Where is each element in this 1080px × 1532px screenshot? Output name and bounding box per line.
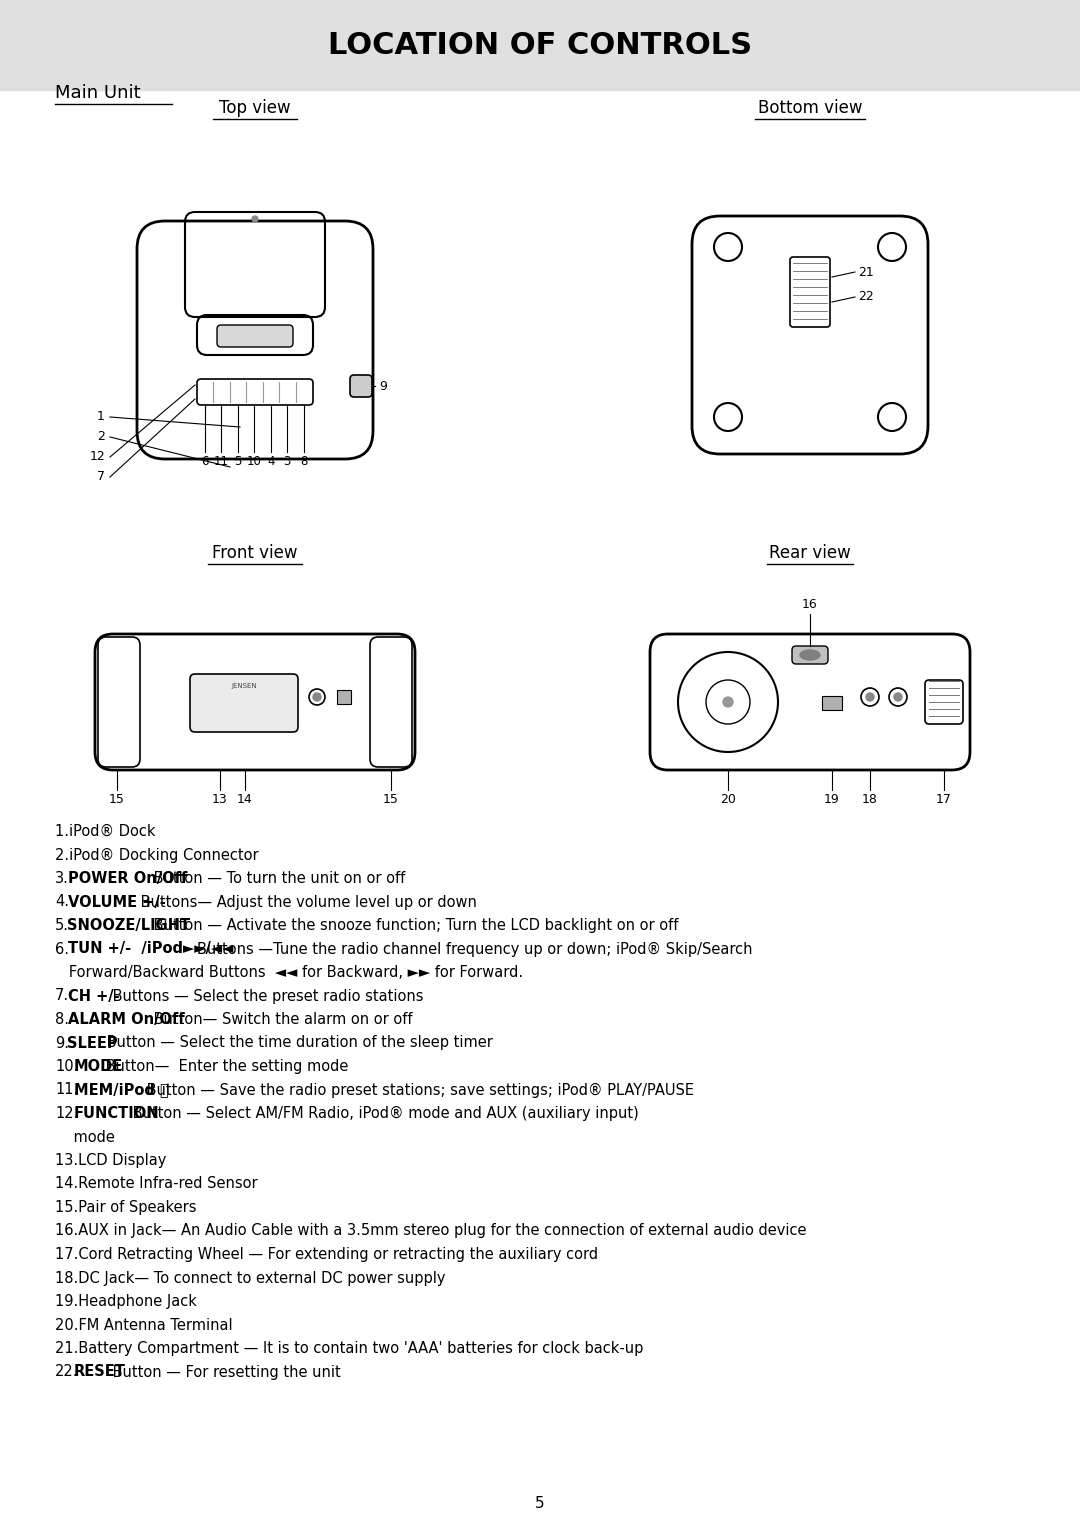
Text: LOCATION OF CONTROLS: LOCATION OF CONTROLS [328, 31, 752, 60]
Text: 22.: 22. [55, 1365, 79, 1379]
Text: Buttons— Adjust the volume level up or down: Buttons— Adjust the volume level up or d… [135, 895, 476, 910]
Text: 21.Battery Compartment — It is to contain two 'AAA' batteries for clock back-up: 21.Battery Compartment — It is to contai… [55, 1340, 644, 1356]
Text: Button — Activate the snooze function; Turn the LCD backlight on or off: Button — Activate the snooze function; T… [149, 918, 678, 933]
Text: 17.Cord Retracting Wheel — For extending or retracting the auxiliary cord: 17.Cord Retracting Wheel — For extending… [55, 1247, 598, 1262]
FancyBboxPatch shape [350, 375, 372, 397]
Bar [0, 0, 1080, 90]
Text: 22: 22 [858, 291, 874, 303]
Ellipse shape [800, 650, 820, 660]
Text: POWER On/Off: POWER On/Off [67, 872, 187, 885]
Text: 5: 5 [234, 455, 242, 467]
Text: Main Unit: Main Unit [55, 84, 140, 103]
Text: 1.iPod® Dock: 1.iPod® Dock [55, 824, 156, 840]
Text: Buttons —Tune the radio channel frequency up or down; iPod® Skip/Search: Buttons —Tune the radio channel frequenc… [197, 942, 752, 956]
Text: 13.LCD Display: 13.LCD Display [55, 1154, 166, 1167]
Text: 6: 6 [201, 455, 208, 467]
Text: 20: 20 [720, 794, 735, 806]
FancyBboxPatch shape [792, 647, 828, 663]
Text: 1: 1 [97, 411, 105, 423]
Circle shape [313, 692, 321, 702]
FancyBboxPatch shape [190, 674, 298, 732]
Circle shape [252, 216, 258, 222]
Text: 15.Pair of Speakers: 15.Pair of Speakers [55, 1200, 197, 1215]
Text: SLEEP: SLEEP [67, 1036, 118, 1051]
Text: Button — Select the time duration of the sleep timer: Button — Select the time duration of the… [102, 1036, 492, 1051]
Text: Front view: Front view [213, 544, 298, 562]
Text: 2.iPod® Docking Connector: 2.iPod® Docking Connector [55, 847, 258, 863]
Text: 15: 15 [109, 794, 125, 806]
Text: 11: 11 [214, 455, 229, 467]
Text: 18.DC Jack— To connect to external DC power supply: 18.DC Jack— To connect to external DC po… [55, 1270, 446, 1285]
Text: 21: 21 [858, 265, 874, 279]
Text: 4: 4 [267, 455, 274, 467]
Circle shape [894, 692, 902, 702]
Text: ALARM On/Off: ALARM On/Off [67, 1013, 185, 1026]
Text: VOLUME +/-: VOLUME +/- [67, 895, 165, 910]
Text: 7: 7 [97, 470, 105, 484]
Text: 9: 9 [379, 380, 387, 392]
Text: 14: 14 [238, 794, 253, 806]
Text: 3: 3 [283, 455, 291, 467]
Text: TUN +/-  /iPod►►/◄◄: TUN +/- /iPod►►/◄◄ [67, 942, 233, 956]
Text: 17: 17 [936, 794, 951, 806]
Text: JENSEN: JENSEN [231, 683, 257, 689]
Text: Buttons — Select the preset radio stations: Buttons — Select the preset radio statio… [108, 988, 423, 1003]
Text: Button — Save the radio preset stations; save settings; iPod® PLAY/PAUSE: Button — Save the radio preset stations;… [141, 1083, 693, 1097]
Text: 15: 15 [383, 794, 399, 806]
Text: 16.AUX in Jack— An Audio Cable with a 3.5mm stereo plug for the connection of ex: 16.AUX in Jack— An Audio Cable with a 3.… [55, 1224, 807, 1238]
Text: Button— Switch the alarm on or off: Button— Switch the alarm on or off [149, 1013, 413, 1026]
Text: 5: 5 [536, 1497, 544, 1512]
Text: 8.: 8. [55, 1013, 69, 1026]
Text: Button—  Enter the setting mode: Button— Enter the setting mode [100, 1059, 349, 1074]
Text: 19.Headphone Jack: 19.Headphone Jack [55, 1295, 197, 1308]
Text: 14.Remote Infra-red Sensor: 14.Remote Infra-red Sensor [55, 1177, 258, 1192]
Text: CH +/-: CH +/- [67, 988, 119, 1003]
Text: Forward/Backward Buttons  ◄◄ for Backward, ►► for Forward.: Forward/Backward Buttons ◄◄ for Backward… [55, 965, 523, 980]
Text: 10.: 10. [55, 1059, 79, 1074]
FancyBboxPatch shape [217, 325, 293, 348]
Text: 6.: 6. [55, 942, 69, 956]
Text: 20.FM Antenna Terminal: 20.FM Antenna Terminal [55, 1318, 232, 1333]
Circle shape [723, 697, 733, 706]
Text: Button — To turn the unit on or off: Button — To turn the unit on or off [149, 872, 405, 885]
Text: 12: 12 [90, 450, 105, 464]
Text: FUNCTION: FUNCTION [73, 1106, 160, 1121]
Text: mode: mode [55, 1129, 114, 1144]
Bar [822, 696, 842, 709]
Text: Bottom view: Bottom view [758, 100, 862, 116]
Text: 18: 18 [862, 794, 878, 806]
Text: MEM/iPod ⏩: MEM/iPod ⏩ [73, 1083, 168, 1097]
Text: Button — For resetting the unit: Button — For resetting the unit [108, 1365, 340, 1379]
Text: Top view: Top view [219, 100, 291, 116]
Text: 8: 8 [300, 455, 308, 467]
Circle shape [866, 692, 874, 702]
Text: 5.: 5. [55, 918, 69, 933]
Text: Rear view: Rear view [769, 544, 851, 562]
Text: 3.: 3. [55, 872, 69, 885]
Text: MODE: MODE [73, 1059, 123, 1074]
Text: 16: 16 [802, 597, 818, 611]
Bar [337, 689, 351, 705]
Text: 13: 13 [212, 794, 228, 806]
Text: Button — Select AM/FM Radio, iPod® mode and AUX (auxiliary input): Button — Select AM/FM Radio, iPod® mode … [129, 1106, 639, 1121]
Text: 4.: 4. [55, 895, 69, 910]
Text: 9.: 9. [55, 1036, 69, 1051]
Text: 12.: 12. [55, 1106, 79, 1121]
Text: 19: 19 [824, 794, 840, 806]
Text: RESET: RESET [73, 1365, 125, 1379]
Text: 2: 2 [97, 430, 105, 443]
Text: SNOOZE/LIGHT: SNOOZE/LIGHT [67, 918, 191, 933]
Text: 11.: 11. [55, 1083, 78, 1097]
Text: 7.: 7. [55, 988, 69, 1003]
Text: 10: 10 [246, 455, 261, 467]
